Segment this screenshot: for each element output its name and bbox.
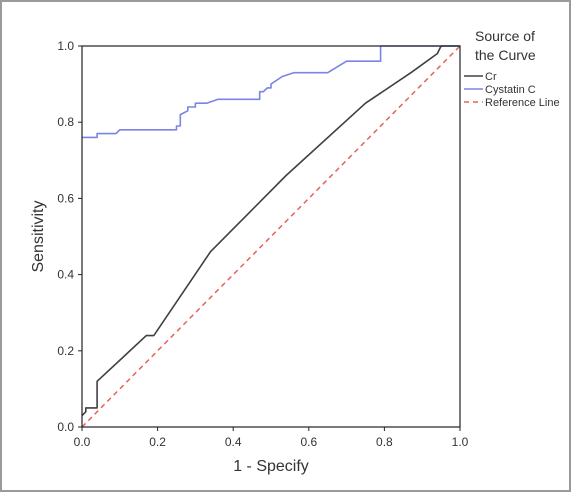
series-line-cr — [81, 45, 460, 417]
x-tick-label: 0.2 — [149, 435, 166, 449]
y-tick-label: 1.0 — [57, 39, 74, 53]
x-tick-label: 0.4 — [225, 435, 242, 449]
y-tick-label: 0.0 — [57, 420, 74, 434]
plot-series-layer — [81, 45, 461, 428]
x-tick-label: 1.0 — [452, 435, 469, 449]
x-axis-ticks: 0.0 0.2 0.4 0.6 0.8 1.0 — [74, 427, 469, 449]
x-axis-title: 1 - Specify — [233, 458, 309, 475]
y-tick-label: 0.8 — [57, 115, 74, 129]
legend-title-line-1: Source of — [475, 28, 535, 44]
y-tick-label: 0.6 — [57, 191, 74, 205]
legend-label-cr: Cr — [485, 71, 497, 83]
legend-title-line-2: the Curve — [475, 47, 536, 63]
plot-area-border — [81, 45, 461, 428]
y-axis-ticks: 0.0 0.2 0.4 0.6 0.8 1.0 — [57, 39, 82, 434]
series-line-cystatin-c — [82, 45, 460, 139]
legend-label-cystatin-c: Cystatin C — [485, 84, 536, 96]
legend-label-reference-line: Reference Line — [485, 97, 560, 109]
x-tick-label: 0.6 — [300, 435, 317, 449]
series-line-reference-line — [81, 45, 461, 428]
x-tick-label: 0.0 — [74, 435, 91, 449]
y-tick-label: 0.2 — [57, 344, 74, 358]
y-axis-title: Sensitivity — [30, 200, 47, 272]
y-tick-label: 0.4 — [57, 268, 74, 282]
x-tick-label: 0.8 — [376, 435, 393, 449]
